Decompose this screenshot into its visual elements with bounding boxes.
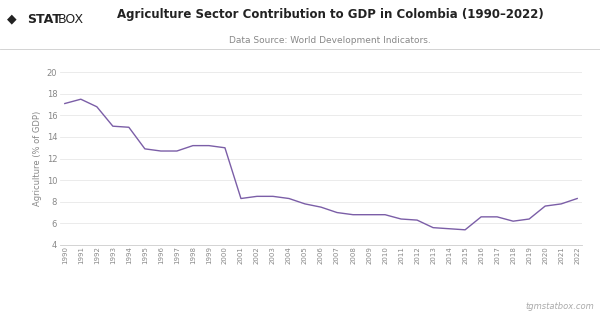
Text: Agriculture Sector Contribution to GDP in Colombia (1990–2022): Agriculture Sector Contribution to GDP i… xyxy=(116,8,544,21)
Text: Data Source: World Development Indicators.: Data Source: World Development Indicator… xyxy=(229,36,431,45)
Text: STAT: STAT xyxy=(27,13,61,25)
Text: ◆: ◆ xyxy=(7,13,17,25)
Text: tgmstatbox.com: tgmstatbox.com xyxy=(525,302,594,311)
Y-axis label: Agriculture (% of GDP): Agriculture (% of GDP) xyxy=(34,111,43,206)
Text: BOX: BOX xyxy=(58,13,85,25)
